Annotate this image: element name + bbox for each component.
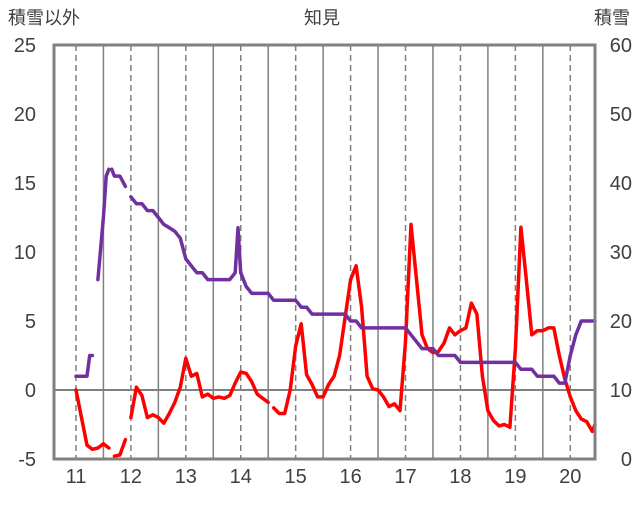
left-tick-label: 25	[14, 35, 36, 57]
left-tick-label: -5	[18, 449, 36, 471]
series-line-1	[129, 356, 270, 425]
right-tick-label: 20	[610, 311, 632, 333]
series-line-2	[109, 167, 128, 189]
series-line-2	[129, 195, 597, 385]
x-tick-label: 12	[120, 466, 142, 488]
plot-frame	[52, 43, 597, 461]
left-tick-label: 0	[25, 380, 36, 402]
right-tick-label: 40	[610, 173, 632, 195]
tick-labels: -5 0 5 10 15 20 25 0 10 20 30 40 50 60 11 12 13 14 15 16 17 1…	[14, 35, 632, 488]
series-lines	[74, 167, 597, 458]
series-line-2	[74, 353, 95, 378]
series-line-2	[96, 167, 111, 282]
chart-title: 知見	[304, 8, 340, 29]
x-tick-label: 19	[504, 466, 526, 488]
x-tick-label: 16	[339, 466, 361, 488]
right-axis-label: 積雪	[594, 8, 630, 29]
right-tick-label: 0	[621, 449, 632, 471]
series-line-1	[112, 437, 128, 458]
series-line-1	[74, 388, 111, 452]
left-tick-label: 10	[14, 242, 36, 264]
left-tick-label: 5	[25, 311, 36, 333]
left-tick-label: 20	[14, 104, 36, 126]
x-tick-label: 17	[394, 466, 416, 488]
x-tick-label: 18	[449, 466, 471, 488]
x-tick-label: 13	[175, 466, 197, 488]
x-tick-label: 20	[559, 466, 581, 488]
left-axis-label: 積雪以外	[8, 8, 80, 29]
right-tick-label: 30	[610, 242, 632, 264]
left-tick-label: 15	[14, 173, 36, 195]
x-tick-label: 14	[230, 466, 252, 488]
x-tick-label: 11	[66, 466, 87, 488]
right-tick-label: 50	[610, 104, 632, 126]
right-tick-label: 10	[610, 380, 632, 402]
right-tick-label: 60	[610, 35, 632, 57]
x-tick-label: 15	[285, 466, 307, 488]
series-line-1	[271, 222, 597, 434]
